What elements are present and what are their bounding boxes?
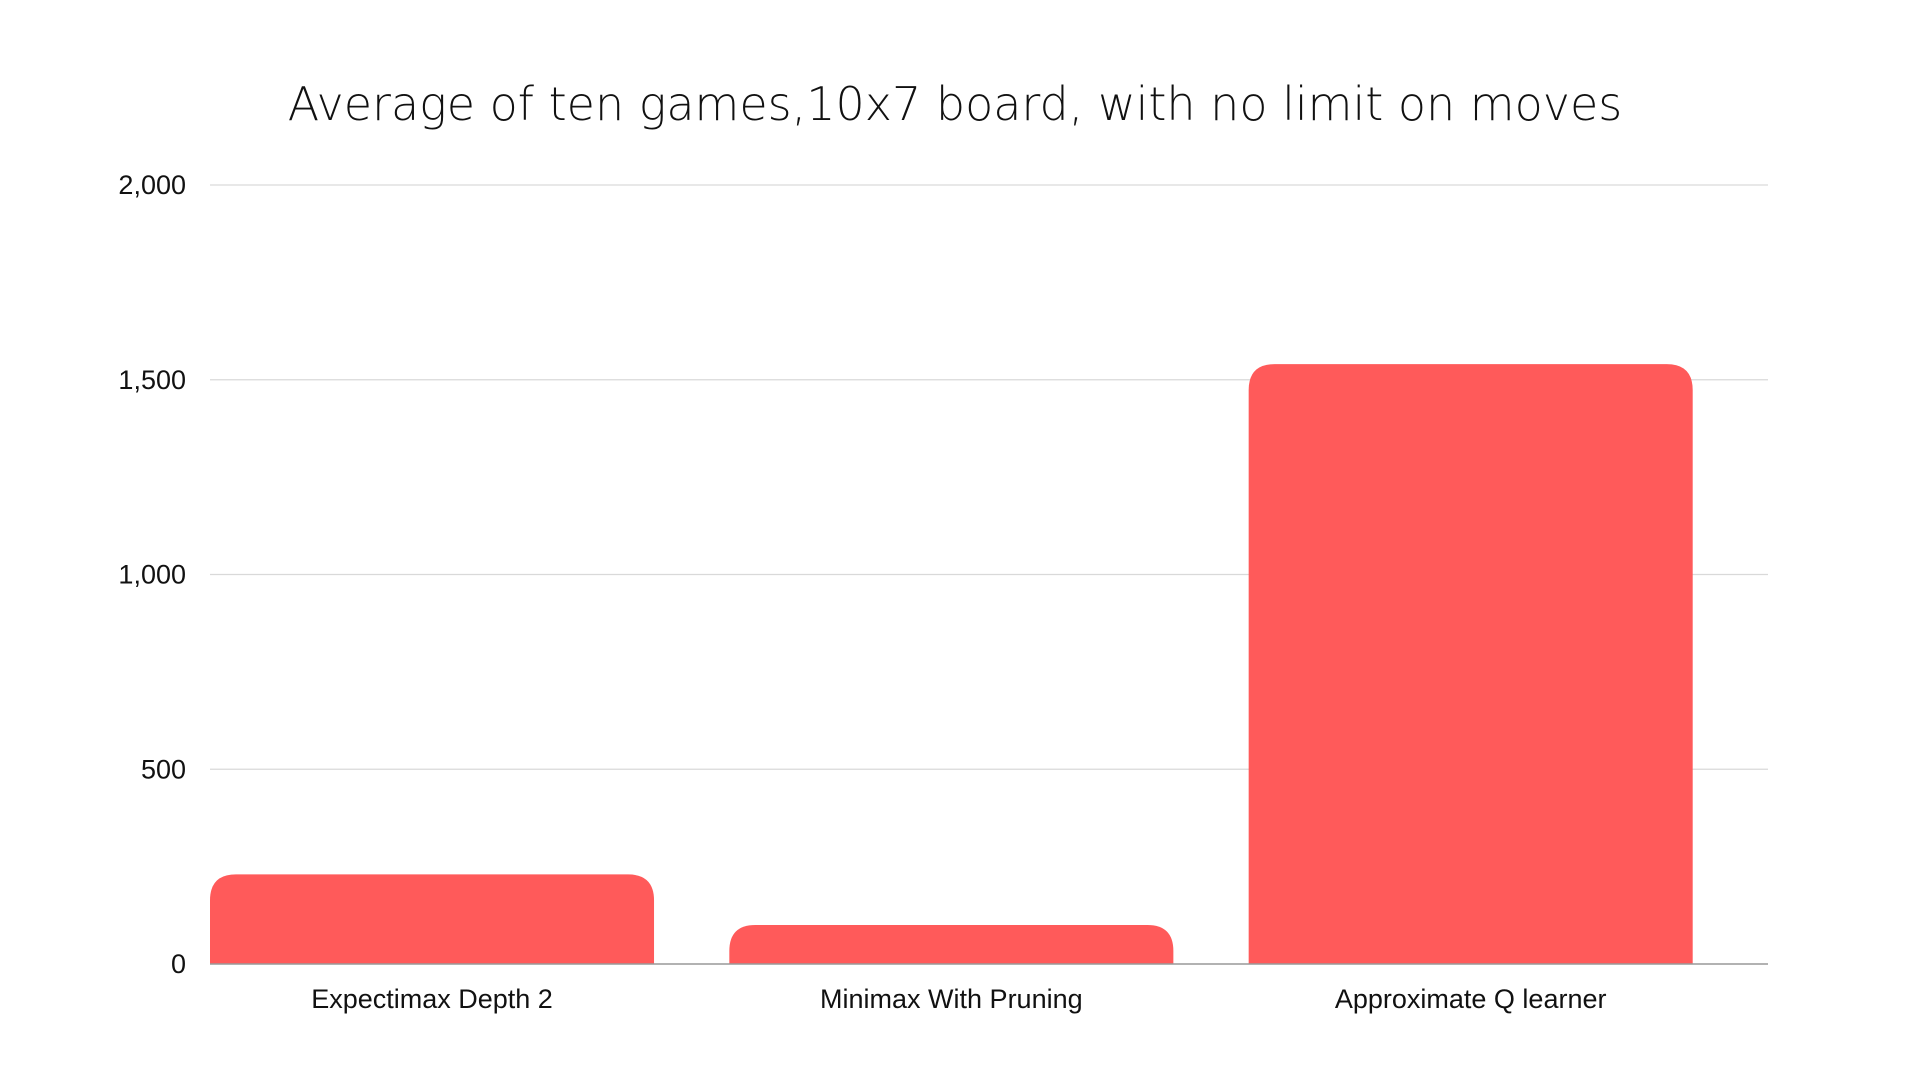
y-tick-label: 2,000 — [118, 170, 186, 200]
bar-1 — [210, 874, 655, 964]
x-tick-label: Expectimax Depth 2 — [311, 984, 553, 1014]
y-tick-label: 500 — [141, 754, 186, 784]
y-tick-label: 0 — [171, 949, 186, 979]
x-tick-label: Minimax With Pruning — [820, 984, 1083, 1014]
y-tick-label: 1,000 — [118, 560, 186, 590]
x-tick-label: Approximate Q learner — [1335, 984, 1607, 1014]
bar-2 — [729, 925, 1174, 964]
y-tick-label: 1,500 — [118, 365, 186, 395]
y-axis-tick-labels: 0 500 1,000 1,500 2,000 — [118, 170, 186, 979]
chart-title: Average of ten games,10x7 board, with no… — [288, 77, 1623, 131]
bars — [210, 364, 1768, 965]
x-axis-tick-labels: Expectimax Depth 2 Minimax With Pruning Ap… — [311, 984, 1606, 1014]
bar-3 — [1248, 364, 1693, 964]
